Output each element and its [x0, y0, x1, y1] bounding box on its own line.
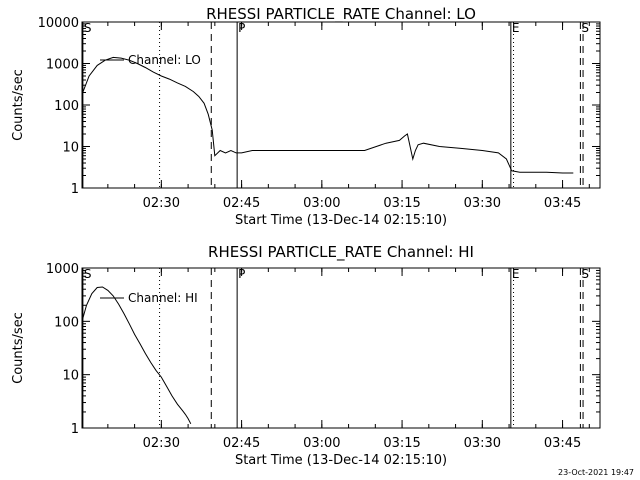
- marker-label: E: [512, 21, 520, 35]
- y-tick-label: 10: [62, 369, 79, 384]
- x-tick-label: 03:15: [383, 436, 420, 451]
- x-tick-label: 03:45: [544, 196, 581, 211]
- panel-hi: RHESSI PARTICLE_RATE Channel: HI 1 10 100 10…: [11, 243, 601, 468]
- x-tick-label: 03:30: [464, 436, 501, 451]
- x-axis-label: Start Time (13-Dec-14 02:15:10): [235, 453, 447, 468]
- y-tick-label: 10000: [38, 16, 79, 31]
- legend-label: Channel: LO: [128, 53, 201, 67]
- y-tick-label: 1000: [46, 262, 79, 277]
- marker-label: S: [581, 267, 589, 281]
- y-tick-label: 1: [71, 182, 79, 197]
- chart-title: RHESSI PARTICLE_RATE Channel: LO: [206, 5, 476, 24]
- x-tick-label: 02:30: [143, 196, 180, 211]
- y-tick-label: 100: [54, 315, 79, 330]
- legend-label: Channel: HI: [128, 291, 198, 305]
- marker-label: P: [238, 267, 245, 281]
- chart-title: RHESSI PARTICLE_RATE Channel: HI: [208, 243, 474, 262]
- x-tick-label: 02:45: [223, 196, 260, 211]
- x-tick-label: 03:30: [464, 196, 501, 211]
- footer-date: 23-Oct-2021 19:47: [558, 468, 634, 477]
- marker-label: S: [581, 21, 589, 35]
- y-axis-label: Counts/sec: [11, 312, 26, 384]
- marker-label: E: [512, 267, 520, 281]
- x-tick-label: 03:00: [303, 436, 340, 451]
- y-tick-label: 10: [62, 141, 79, 156]
- x-tick-label: 03:15: [383, 196, 420, 211]
- marker-label: S: [84, 267, 92, 281]
- plot-frame: [81, 267, 601, 429]
- x-axis-label: Start Time (13-Dec-14 02:15:10): [235, 213, 447, 228]
- marker-label: S: [84, 21, 92, 35]
- x-tick-label: 02:30: [143, 436, 180, 451]
- y-tick-label: 1: [71, 422, 79, 437]
- x-tick-label: 03:00: [303, 196, 340, 211]
- x-tick-label: 03:45: [544, 436, 581, 451]
- y-tick-label: 100: [54, 99, 79, 114]
- x-tick-label: 02:45: [223, 436, 260, 451]
- y-axis-label: Counts/sec: [11, 69, 26, 141]
- marker-label: P: [238, 21, 245, 35]
- series-line: [81, 286, 192, 425]
- panel-lo: RHESSI PARTICLE_RATE Channel: LO 1 10 100 10…: [11, 5, 601, 228]
- y-tick-label: 1000: [46, 58, 79, 73]
- series-line: [81, 56, 574, 174]
